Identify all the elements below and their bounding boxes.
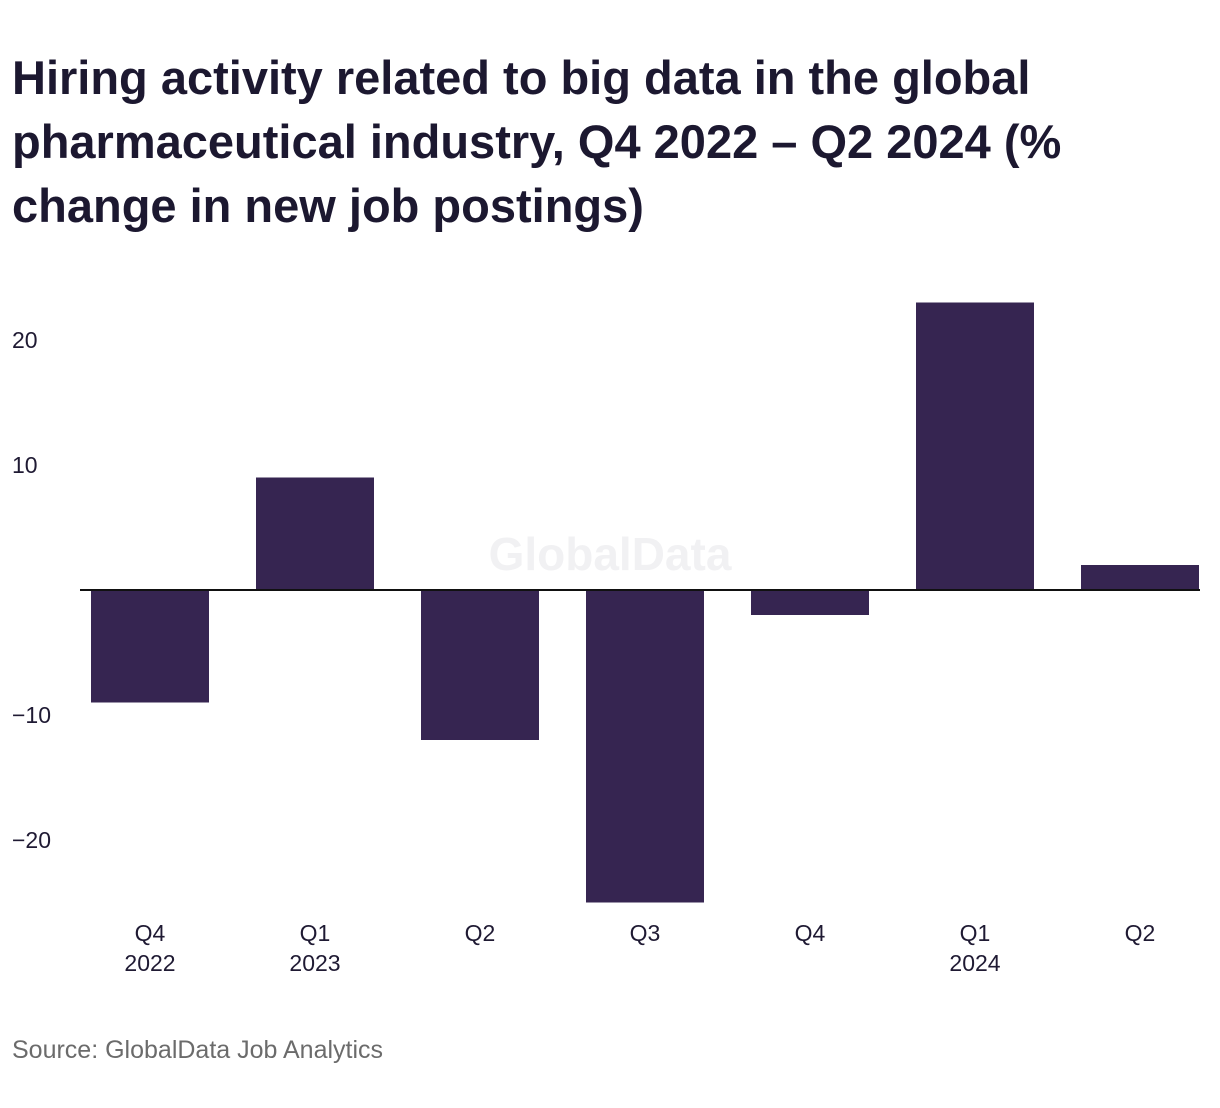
y-tick-label: −20 xyxy=(12,827,51,853)
bar-3 xyxy=(421,590,539,740)
bar-1 xyxy=(91,590,209,703)
x-tick-label: Q4 xyxy=(795,920,826,946)
x-tick-label: Q1 xyxy=(300,920,331,946)
x-tick-label: 2022 xyxy=(124,950,175,976)
bar-2 xyxy=(256,477,374,590)
bar-6 xyxy=(916,302,1034,590)
y-tick-label: −10 xyxy=(12,702,51,728)
y-axis-ticks: 20 10 −10 −20 xyxy=(12,327,51,853)
x-tick-label: 2023 xyxy=(289,950,340,976)
x-tick-label: 2024 xyxy=(949,950,1000,976)
x-tick-label: Q3 xyxy=(630,920,661,946)
x-tick-label: Q4 xyxy=(135,920,166,946)
bars-group xyxy=(91,302,1199,903)
x-axis-ticks: Q4 2022 Q1 2023 Q2 Q3 Q4 Q1 2024 Q2 xyxy=(124,920,1155,976)
bar-7 xyxy=(1081,565,1199,590)
watermark: GlobalData xyxy=(489,528,732,580)
bar-4 xyxy=(586,590,704,903)
x-tick-label: Q1 xyxy=(960,920,991,946)
x-tick-label: Q2 xyxy=(465,920,496,946)
chart-title: Hiring activity related to big data in t… xyxy=(12,51,1062,232)
source-note: Source: GlobalData Job Analytics xyxy=(12,1036,384,1064)
x-tick-label: Q2 xyxy=(1125,920,1156,946)
y-tick-label: 20 xyxy=(12,327,38,353)
bar-5 xyxy=(751,590,869,615)
y-tick-label: 10 xyxy=(12,452,38,478)
